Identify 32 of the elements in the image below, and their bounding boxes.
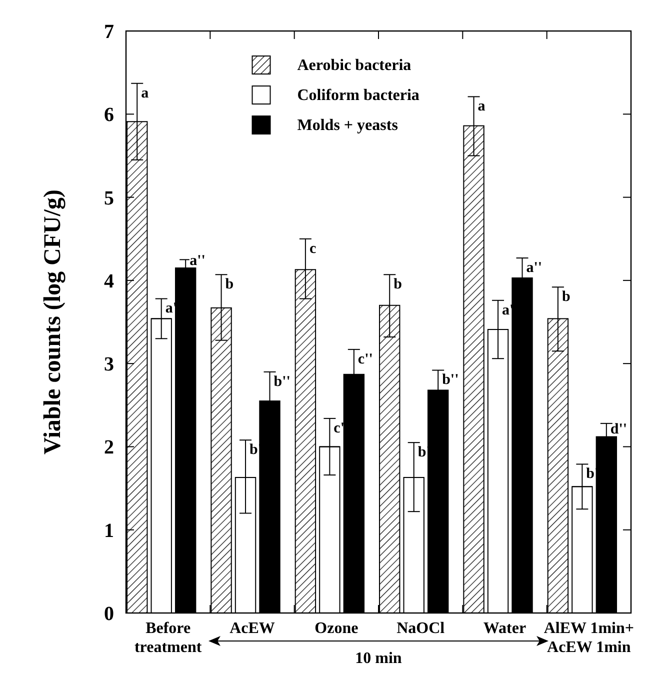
x-tick-label: NaOCl [396, 620, 446, 637]
x-tick-label: AlEW 1min+ AcEW 1min [544, 620, 634, 656]
legend-label: Coliform bacteria [297, 87, 420, 104]
x-tick-label: AcEW [230, 620, 275, 637]
y-tick-label: 5 [104, 187, 114, 210]
data-label: a'' [190, 252, 206, 269]
data-label: b'' [442, 372, 459, 388]
y-tick-label: 7 [104, 21, 114, 43]
x-tick-label: Ozone [314, 620, 358, 637]
x-tick-label: Before treatment [134, 620, 202, 656]
text: 10 min [355, 650, 402, 667]
data-label: b'' [274, 374, 290, 390]
y-tick-label: 2 [104, 436, 114, 459]
data-label: a'' [526, 260, 542, 276]
y-tick-label: 1 [104, 520, 114, 542]
data-label: b [394, 276, 402, 293]
data-label: b [225, 276, 234, 293]
data-label: c'' [358, 351, 373, 368]
x-tick-label: Water [483, 620, 526, 637]
data-label: b [562, 289, 570, 306]
legend-label: Aerobic bacteria [297, 57, 412, 74]
y-tick-label: 4 [104, 270, 114, 292]
data-label: c' [334, 420, 345, 436]
y-tick-label: 0 [104, 603, 114, 625]
y-tick-label: 3 [104, 354, 114, 376]
legend-label: Molds + yeasts [297, 117, 398, 134]
data-label: a [141, 85, 150, 102]
data-label: c [309, 240, 316, 257]
data-label: d'' [610, 422, 628, 438]
y-tick-label: 6 [104, 104, 114, 126]
y-axis-title: Viable counts (log CFU/g) [40, 189, 66, 455]
data-label: a [478, 98, 486, 115]
